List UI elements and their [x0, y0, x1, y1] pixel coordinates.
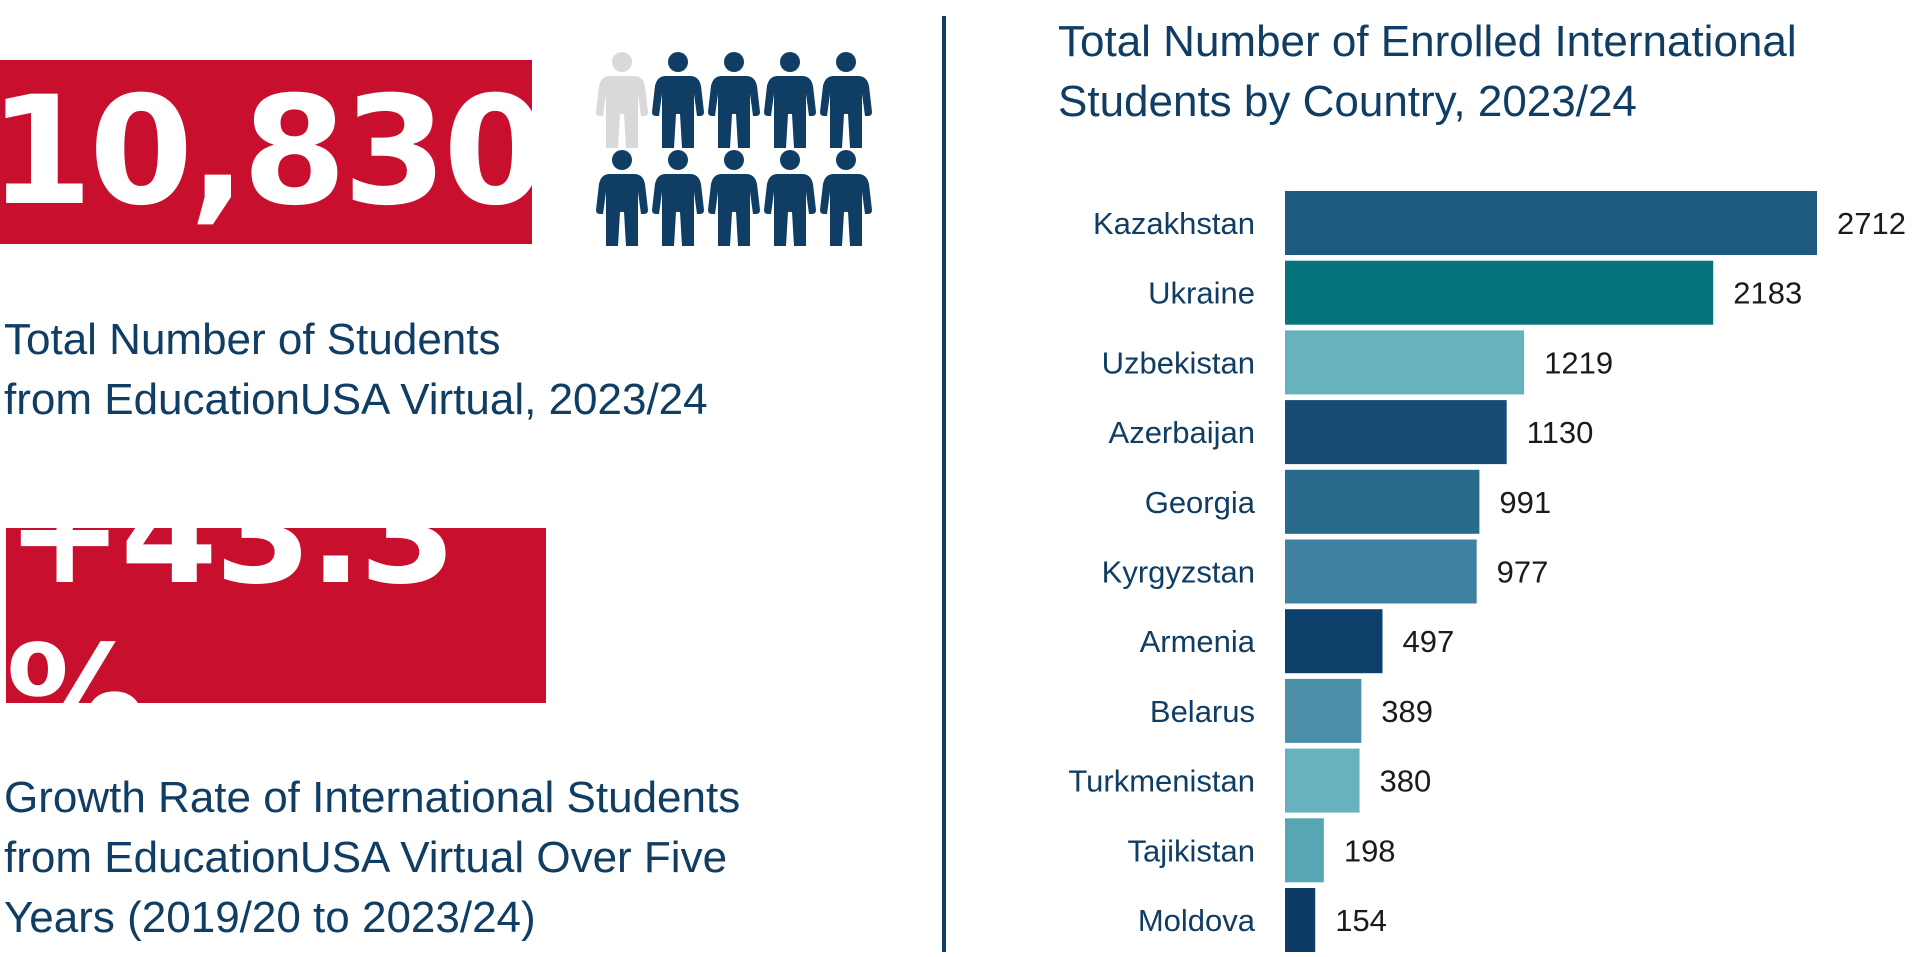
people-icon-group — [596, 52, 872, 246]
person-icon — [708, 52, 760, 148]
bar-ukraine — [1285, 260, 1714, 325]
category-label: Georgia — [1145, 485, 1256, 520]
bar-kyrgyzstan — [1285, 539, 1477, 604]
category-label: Tajikistan — [1128, 833, 1256, 868]
chart-title: Total Number of Enrolled International S… — [1058, 17, 1797, 126]
person-icon — [652, 52, 704, 148]
bar-belarus — [1285, 678, 1362, 743]
person-icon — [820, 150, 872, 246]
person-icon — [708, 150, 760, 246]
value-label: 154 — [1335, 903, 1387, 938]
value-label: 1130 — [1527, 415, 1594, 450]
growth-rate-label: Growth Rate of International Students fr… — [4, 773, 741, 942]
category-label: Moldova — [1138, 903, 1256, 938]
total-students-label: Total Number of Students from EducationU… — [4, 315, 708, 424]
person-icon — [652, 150, 704, 246]
bar-georgia — [1285, 469, 1480, 534]
category-label: Kazakhstan — [1093, 206, 1255, 241]
value-label: 1219 — [1544, 345, 1613, 380]
person-icon — [764, 52, 816, 148]
value-label: 380 — [1380, 764, 1432, 799]
person-icon — [820, 52, 872, 148]
person-icon — [596, 150, 648, 246]
bar-tajikistan — [1285, 818, 1324, 883]
value-label: 198 — [1344, 833, 1396, 868]
bar-turkmenistan — [1285, 748, 1360, 813]
person-icon — [596, 52, 648, 148]
value-label: 991 — [1499, 485, 1551, 520]
category-label: Belarus — [1150, 694, 1255, 729]
bar-kazakhstan — [1285, 191, 1817, 255]
value-label: 2183 — [1733, 276, 1802, 311]
value-label: 2712 — [1837, 206, 1906, 241]
value-label: 389 — [1381, 694, 1433, 729]
vertical-divider — [942, 16, 946, 952]
person-icon — [764, 150, 816, 246]
value-label: 497 — [1402, 624, 1454, 659]
bar-armenia — [1285, 609, 1383, 674]
value-label: 977 — [1497, 555, 1549, 590]
bar-moldova — [1285, 888, 1316, 952]
category-label: Ukraine — [1148, 276, 1255, 311]
bar-uzbekistan — [1285, 330, 1525, 395]
bar-azerbaijan — [1285, 400, 1507, 465]
category-label: Uzbekistan — [1102, 345, 1255, 380]
category-label: Azerbaijan — [1109, 415, 1255, 450]
category-label: Turkmenistan — [1068, 764, 1255, 799]
category-label: Armenia — [1140, 624, 1256, 659]
total-students-value: 10,830 — [0, 60, 547, 244]
category-label: Kyrgyzstan — [1102, 555, 1255, 590]
